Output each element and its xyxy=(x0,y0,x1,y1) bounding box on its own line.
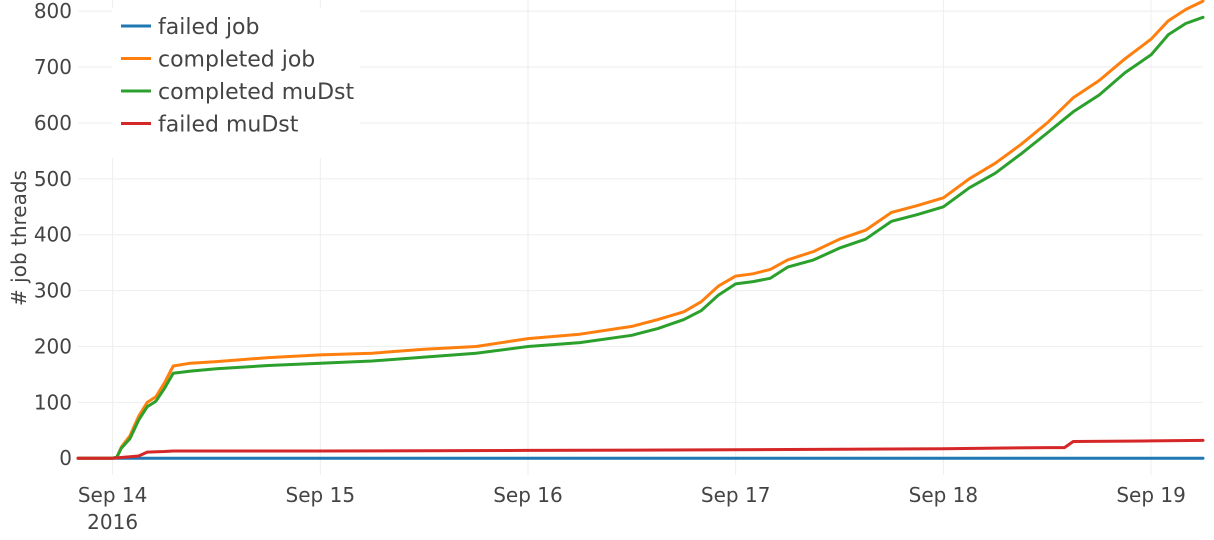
y-tick-label: 700 xyxy=(34,55,72,79)
y-tick-label: 800 xyxy=(34,0,72,23)
legend-item-completed-job[interactable]: completed job xyxy=(121,48,315,73)
y-tick-label: 0 xyxy=(59,446,72,470)
series-line-completed-job xyxy=(76,0,1205,460)
y-tick-label: 600 xyxy=(34,111,72,135)
legend-item-failed-muDst[interactable]: failed muDst xyxy=(121,113,299,138)
y-tick-label: 100 xyxy=(34,390,72,414)
x-tick-label: Sep 19 xyxy=(1116,483,1186,507)
x-tick-sublabel: 2016 xyxy=(87,510,138,534)
legend-label: failed job xyxy=(158,15,259,40)
legend-item-failed-job[interactable]: failed job xyxy=(121,15,259,40)
y-tick-label: 200 xyxy=(34,334,72,358)
y-tick-label: 400 xyxy=(34,223,72,247)
legend-label: completed job xyxy=(158,48,315,73)
legend-item-completed-muDst[interactable]: completed muDst xyxy=(121,80,354,105)
y-tick-labels: 0 100 200 300 400 500 600 700 800 xyxy=(34,0,72,470)
x-tick-label: Sep 15 xyxy=(286,483,356,507)
series-line-failed-muDst xyxy=(76,438,1205,460)
y-tick-label: 300 xyxy=(34,279,72,303)
legend[interactable]: failed job completed job completed muDst fa… xyxy=(112,8,360,158)
series-line-completed-muDst xyxy=(76,15,1205,460)
legend-background xyxy=(112,8,360,158)
x-tick-label: Sep 18 xyxy=(909,483,979,507)
x-tick-label: Sep 17 xyxy=(701,483,771,507)
series-layer xyxy=(76,0,1205,460)
y-tick-label: 500 xyxy=(34,167,72,191)
x-tick-label: Sep 14 xyxy=(78,483,148,507)
legend-label: failed muDst xyxy=(158,113,299,138)
x-tick-labels: Sep 14 2016 Sep 15 Sep 16 Sep 17 Sep 18 Sep 19 xyxy=(78,483,1186,534)
legend-label: completed muDst xyxy=(158,80,354,105)
y-axis-title: # job threads xyxy=(7,170,31,306)
x-tick-label: Sep 16 xyxy=(493,483,563,507)
